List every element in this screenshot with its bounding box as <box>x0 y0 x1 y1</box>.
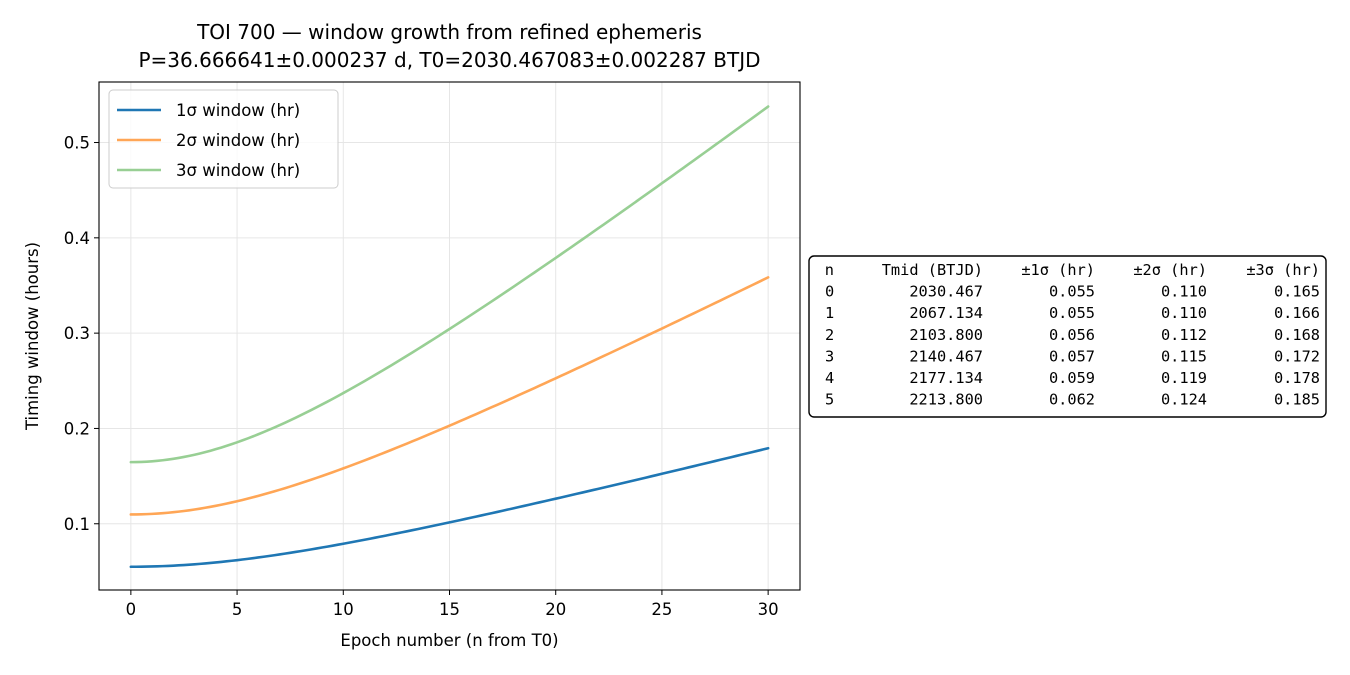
chart-title: TOI 700 — window growth from refined eph… <box>196 20 702 44</box>
table-cell: 2177.134 <box>909 369 983 387</box>
table-cell: 0.185 <box>1274 391 1320 409</box>
series-line <box>129 105 770 464</box>
table-cell: 2140.467 <box>909 347 983 365</box>
table-cell: 0.062 <box>1049 391 1095 409</box>
legend-label: 2σ window (hr) <box>176 131 300 150</box>
table-cell: 1 <box>825 304 834 322</box>
grid <box>99 82 800 590</box>
x-axis-ticks: 0 5 10 15 20 25 30 <box>126 590 779 619</box>
chart-subtitle: P=36.666641±0.000237 d, T0=2030.467083±0… <box>138 48 760 72</box>
y-axis-label: Timing window (hours) <box>23 242 42 431</box>
series-line <box>129 276 770 516</box>
table-cell: 0.119 <box>1161 369 1207 387</box>
y-tick-label: 0.1 <box>64 515 90 534</box>
table-cell: 0.168 <box>1274 326 1320 344</box>
x-tick-label: 10 <box>333 600 354 619</box>
series-line <box>129 446 770 569</box>
x-tick-label: 30 <box>758 600 779 619</box>
table-body: n Tmid (BTJD) ±1σ (hr) ±2σ (hr) ±3σ (hr) 0 203… <box>825 261 1320 409</box>
table-header-cell: ±3σ (hr) <box>1246 261 1320 279</box>
table-cell: 2213.800 <box>909 391 983 409</box>
x-axis-label: Epoch number (n from T0) <box>340 631 558 650</box>
table-cell: 0.124 <box>1161 391 1207 409</box>
table-cell: 0.110 <box>1161 283 1207 301</box>
table-cell: 2067.134 <box>909 304 983 322</box>
table-cell: 0.112 <box>1161 326 1207 344</box>
table-cell: 0 <box>825 283 834 301</box>
table-cell: 0.165 <box>1274 283 1320 301</box>
legend-label: 3σ window (hr) <box>176 161 300 180</box>
table-header-cell: ±1σ (hr) <box>1021 261 1095 279</box>
series-lines <box>129 105 770 569</box>
y-tick-label: 0.2 <box>64 419 90 438</box>
table-cell: 0.056 <box>1049 326 1095 344</box>
table-cell: 0.166 <box>1274 304 1320 322</box>
legend-entries: 1σ window (hr) 2σ window (hr) 3σ window (h… <box>117 101 300 180</box>
ephemeris-table: n Tmid (BTJD) ±1σ (hr) ±2σ (hr) ±3σ (hr) 0 203… <box>808 255 1327 418</box>
table-cell: 0.115 <box>1161 347 1207 365</box>
table-cell: 0.055 <box>1049 304 1095 322</box>
table-header-cell: n <box>825 261 834 279</box>
y-tick-label: 0.4 <box>64 229 90 248</box>
table-cell: 3 <box>825 347 834 365</box>
legend-box <box>108 89 339 189</box>
table-cell: 0.178 <box>1274 369 1320 387</box>
table-cell: 0.057 <box>1049 347 1095 365</box>
y-axis-ticks: 0.1 0.2 0.3 0.4 0.5 <box>64 134 99 534</box>
table-box <box>808 255 1327 418</box>
y-tick-label: 0.3 <box>64 324 90 343</box>
table-cell: 2 <box>825 326 834 344</box>
x-tick-label: 5 <box>232 600 243 619</box>
table-cell: 5 <box>825 391 834 409</box>
table-cell: 2103.800 <box>909 326 983 344</box>
y-tick-label: 0.5 <box>64 134 90 153</box>
table-cell: 0.055 <box>1049 283 1095 301</box>
x-tick-label: 25 <box>651 600 672 619</box>
x-tick-label: 20 <box>545 600 566 619</box>
table-cell: 4 <box>825 369 834 387</box>
legend: 1σ window (hr) 2σ window (hr) 3σ window (h… <box>108 89 339 189</box>
table-cell: 0.059 <box>1049 369 1095 387</box>
x-tick-label: 0 <box>126 600 137 619</box>
legend-label: 1σ window (hr) <box>176 101 300 120</box>
table-cell: 0.172 <box>1274 347 1320 365</box>
table-header-cell: Tmid (BTJD) <box>882 261 983 279</box>
table-cell: 0.110 <box>1161 304 1207 322</box>
table-cell: 2030.467 <box>909 283 983 301</box>
x-tick-label: 15 <box>439 600 460 619</box>
table-header-cell: ±2σ (hr) <box>1133 261 1207 279</box>
